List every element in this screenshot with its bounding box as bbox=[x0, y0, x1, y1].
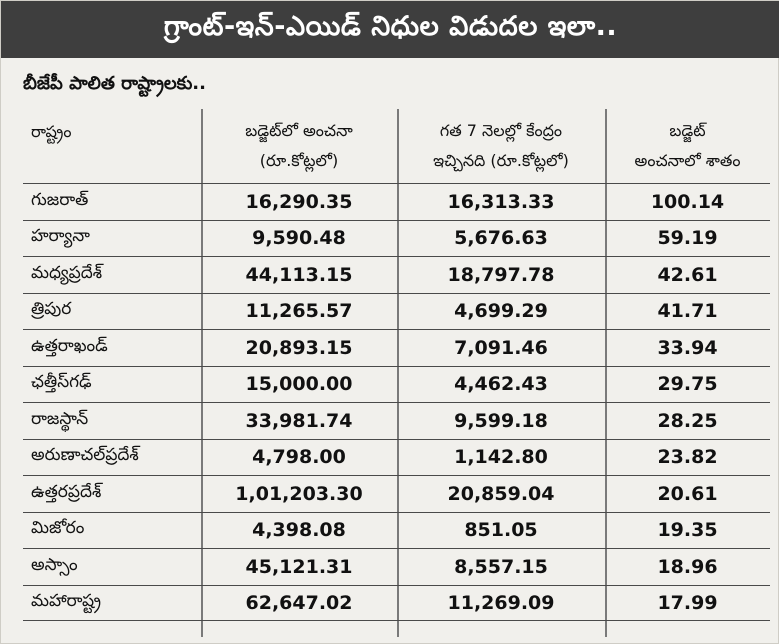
percent-value: 19.35 bbox=[657, 519, 718, 542]
released-value: 8,557.15 bbox=[454, 555, 548, 578]
header-percent-line1: బడ్జెట్ bbox=[669, 121, 706, 140]
table-row: ఉత్తరప్రదేశ్ 1,01,203.30 20,859.04 20.61 bbox=[23, 475, 770, 512]
state-name: త్రిపుర bbox=[31, 299, 72, 320]
budget-value: 62,647.02 bbox=[245, 591, 353, 614]
released-value: 851.05 bbox=[464, 519, 538, 542]
header-percent: బడ్జెట్ అంచనాలో శాతం bbox=[605, 109, 770, 183]
table-row: గుజరాత్ 16,290.35 16,313.33 100.14 bbox=[23, 183, 770, 220]
table-row: అస్సాం 45,121.31 8,557.15 18.96 bbox=[23, 548, 770, 585]
title-bar: గ్రాంట్-ఇన్-ఎయిడ్ నిధుల విడుదల ఇలా.. bbox=[1, 1, 779, 58]
page-title: గ్రాంట్-ఇన్-ఎయిడ్ నిధుల విడుదల ఇలా.. bbox=[163, 10, 618, 42]
percent-value: 100.14 bbox=[650, 190, 725, 213]
state-name: మహారాష్ట్ర bbox=[31, 590, 101, 611]
state-name: ఉత్తరప్రదేశ్ bbox=[31, 481, 102, 502]
budget-value: 16,290.35 bbox=[245, 190, 353, 213]
table-row: త్రిపుర 11,265.57 4,699.29 41.71 bbox=[23, 292, 770, 330]
budget-value: 15,000.00 bbox=[245, 373, 353, 396]
released-value: 4,462.43 bbox=[454, 373, 548, 396]
released-value: 1,142.80 bbox=[454, 446, 548, 469]
table-body: గుజరాత్ 16,290.35 16,313.33 100.14 హర్యా… bbox=[23, 183, 770, 621]
percent-value: 29.75 bbox=[657, 373, 718, 396]
table-row: రాజస్థాన్ 33,981.74 9,599.18 28.25 bbox=[23, 402, 770, 439]
budget-value: 20,893.15 bbox=[245, 336, 353, 359]
released-value: 4,699.29 bbox=[454, 300, 548, 323]
state-name: ఛత్తీస్‌గఢ్ bbox=[31, 372, 92, 393]
table-row: మధ్యప్రదేశ్ 44,113.15 18,797.78 42.61 bbox=[23, 256, 770, 293]
column-divider bbox=[397, 109, 399, 637]
percent-value: 42.61 bbox=[657, 263, 718, 286]
table-row: ఛత్తీస్‌గఢ్ 15,000.00 4,462.43 29.75 bbox=[23, 365, 770, 403]
percent-value: 59.19 bbox=[657, 227, 718, 250]
released-value: 18,797.78 bbox=[447, 263, 555, 286]
percent-value: 23.82 bbox=[657, 446, 718, 469]
budget-value: 4,798.00 bbox=[252, 446, 346, 469]
released-value: 20,859.04 bbox=[447, 482, 555, 505]
percent-value: 28.25 bbox=[657, 409, 718, 432]
header-released: గత 7 నెలల్లో కేంద్రం ఇచ్చినది (రూ.కోట్లల… bbox=[397, 109, 605, 183]
state-name: రాజస్థాన్ bbox=[31, 408, 89, 429]
budget-value: 45,121.31 bbox=[245, 555, 353, 578]
header-released-line1: గత 7 నెలల్లో కేంద్రం bbox=[439, 121, 563, 140]
released-value: 11,269.09 bbox=[447, 591, 555, 614]
table-header: రాష్ట్రం బడ్జెట్‌లో అంచనా (రూ.కోట్లలో) గ… bbox=[1, 109, 779, 183]
state-name: హర్యానా bbox=[31, 226, 90, 247]
released-value: 7,091.46 bbox=[454, 336, 548, 359]
released-value: 16,313.33 bbox=[447, 190, 555, 213]
state-name: ఉత్తరాఖండ్ bbox=[31, 335, 108, 356]
table-row: ఉత్తరాఖండ్ 20,893.15 7,091.46 33.94 bbox=[23, 329, 770, 366]
released-value: 5,676.63 bbox=[454, 227, 548, 250]
state-name: గుజరాత్ bbox=[31, 189, 89, 210]
budget-value: 11,265.57 bbox=[245, 300, 353, 323]
budget-value: 4,398.08 bbox=[252, 519, 346, 542]
released-value: 9,599.18 bbox=[454, 409, 548, 432]
table-row: మహారాష్ట్ర 62,647.02 11,269.09 17.99 bbox=[23, 584, 770, 621]
budget-value: 44,113.15 bbox=[245, 263, 353, 286]
budget-value: 33,981.74 bbox=[245, 409, 353, 432]
header-released-line2: ఇచ్చినది (రూ.కోట్లలో) bbox=[433, 151, 569, 170]
budget-value: 1,01,203.30 bbox=[235, 482, 363, 505]
table-row: అరుణాచల్‌ప్రదేశ్ 4,798.00 1,142.80 23.82 bbox=[23, 438, 770, 476]
header-percent-line2: అంచనాలో శాతం bbox=[634, 151, 741, 170]
state-name: అరుణాచల్‌ప్రదేశ్ bbox=[31, 445, 139, 466]
header-budget-line2: (రూ.కోట్లలో) bbox=[259, 151, 339, 170]
state-name: అస్సాం bbox=[31, 554, 78, 575]
state-name: మధ్యప్రదేశ్ bbox=[31, 262, 103, 283]
column-divider bbox=[201, 109, 203, 637]
percent-value: 20.61 bbox=[657, 482, 718, 505]
percent-value: 41.71 bbox=[657, 300, 718, 323]
column-divider bbox=[605, 109, 607, 637]
header-state-label: రాష్ట్రం bbox=[31, 122, 72, 141]
percent-value: 33.94 bbox=[657, 336, 718, 359]
header-budget: బడ్జెట్‌లో అంచనా (రూ.కోట్లలో) bbox=[201, 109, 397, 183]
header-budget-line1: బడ్జెట్‌లో అంచనా bbox=[245, 121, 353, 140]
budget-value: 9,590.48 bbox=[252, 227, 346, 250]
table-row: హర్యానా 9,590.48 5,676.63 59.19 bbox=[23, 219, 770, 257]
percent-value: 18.96 bbox=[657, 555, 718, 578]
state-name: మిజోరం bbox=[31, 518, 85, 539]
header-state: రాష్ట్రం bbox=[23, 109, 203, 183]
percent-value: 17.99 bbox=[657, 591, 718, 614]
table-row: మిజోరం 4,398.08 851.05 19.35 bbox=[23, 511, 770, 549]
subtitle: బీజేపీ పాలిత రాష్ట్రాలకు.. bbox=[23, 73, 206, 94]
